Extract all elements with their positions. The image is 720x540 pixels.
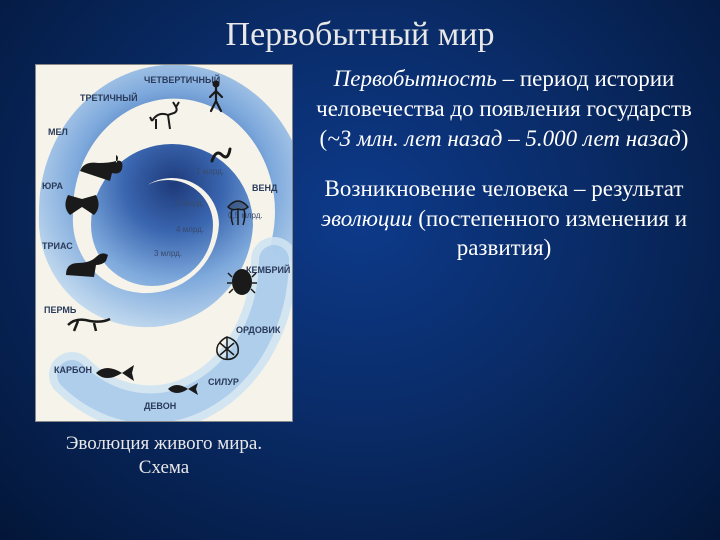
period-label: КАРБОН — [54, 365, 92, 375]
antelope-icon — [146, 101, 184, 131]
text: Возникновение человека – результат — [325, 176, 684, 201]
evolution-spiral-diagram: ЧЕТВЕРТИЧНЫЙ ТРЕТИЧНЫЙ МЕЛ ЮРА ТРИАС ПЕР… — [35, 64, 293, 422]
dinosaur-icon — [62, 247, 114, 281]
time-marker: 4 млрд. — [176, 225, 204, 234]
left-column: ЧЕТВЕРТИЧНЫЙ ТРЕТИЧНЫЙ МЕЛ ЮРА ТРИАС ПЕР… — [24, 64, 304, 480]
time-marker: 2 млрд. — [176, 199, 204, 208]
text: (постепенного изменения и развития) — [412, 206, 687, 261]
text: ) — [681, 126, 689, 151]
human-icon — [204, 79, 228, 113]
fish2-icon — [166, 377, 200, 401]
worm-icon — [208, 141, 234, 167]
diagram-caption: Эволюция живого мира. Схема — [66, 432, 262, 480]
period-label: ТРЕТИЧНЫЙ — [80, 93, 138, 103]
jellyfish-icon — [224, 197, 252, 227]
page-title: Первобытный мир — [0, 0, 720, 54]
definition-paragraph: Первобытность – период истории человечес… — [312, 64, 696, 154]
shell-icon — [212, 335, 242, 363]
time-marker: 3 млрд. — [154, 249, 182, 258]
time-marker: 1 млрд. — [196, 167, 224, 176]
caption-line: Схема — [139, 457, 189, 478]
period-label: ВЕНД — [252, 183, 277, 193]
evolution-paragraph: Возникновение человека – результат эволю… — [312, 174, 696, 264]
bat-icon — [60, 193, 104, 229]
content-row: ЧЕТВЕРТИЧНЫЙ ТРЕТИЧНЫЙ МЕЛ ЮРА ТРИАС ПЕР… — [0, 54, 720, 480]
trilobite-icon — [226, 267, 258, 297]
period-label: ОРДОВИК — [236, 325, 280, 335]
period-label: СИЛУР — [208, 377, 239, 387]
fish-icon — [92, 361, 138, 385]
date-range: ~3 млн. лет назад – 5.000 лет назад — [327, 126, 681, 151]
right-column: Первобытность – период истории человечес… — [304, 64, 696, 480]
triceratops-icon — [76, 149, 126, 183]
lizard-icon — [66, 311, 112, 333]
period-label: ДЕВОН — [144, 401, 176, 411]
caption-line: Эволюция живого мира. — [66, 433, 262, 454]
term: Первобытность — [334, 66, 497, 91]
term: эволюции — [321, 206, 413, 231]
period-label: ЮРА — [42, 181, 63, 191]
period-label: МЕЛ — [48, 127, 68, 137]
